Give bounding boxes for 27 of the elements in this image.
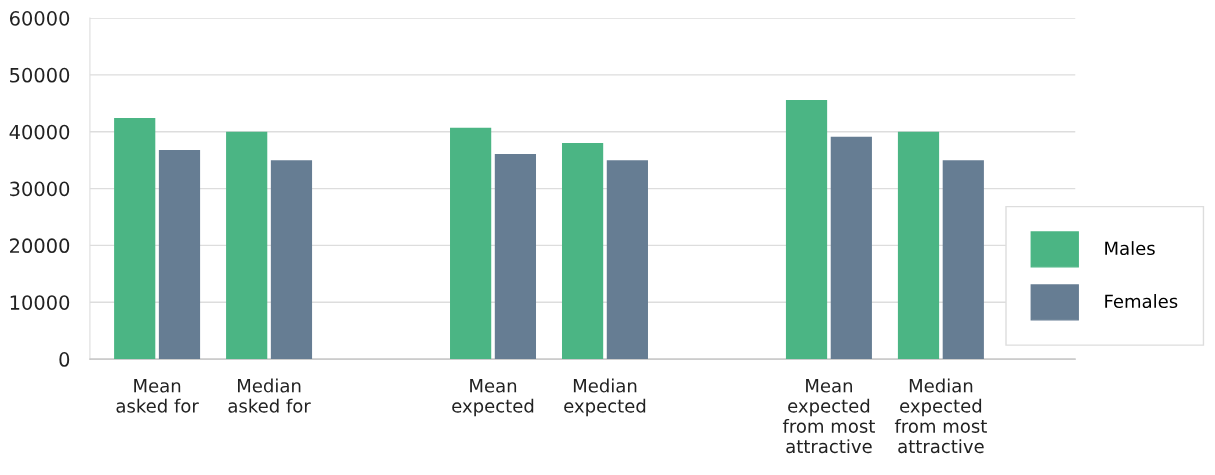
y-tick-label: 40000 [9, 124, 70, 140]
bar [606, 160, 648, 360]
x-tick-label: Mean asked for [116, 379, 199, 413]
bar [450, 127, 492, 360]
y-tick-label: 50000 [10, 67, 70, 83]
y-tick-label: 0 [59, 352, 70, 367]
y-tick-label: 60000 [9, 11, 70, 26]
x-tick-label: Mean expected from most attractive [782, 379, 875, 454]
bar [270, 160, 313, 360]
bar [785, 99, 828, 360]
bar [226, 131, 268, 360]
legend-label: Females [1105, 294, 1178, 309]
bar [830, 136, 872, 360]
x-tick-label: Median asked for [228, 378, 311, 413]
bar [158, 149, 201, 360]
y-tick-label: 30000 [10, 181, 70, 197]
x-tick-label: Median expected from most attractive [894, 378, 987, 454]
bar [561, 143, 604, 360]
legend-label: Males [1105, 241, 1155, 256]
bar [114, 118, 156, 360]
y-tick-label: 10000 [10, 295, 70, 310]
y-tick-label: 20000 [10, 238, 70, 254]
x-tick-label: Mean expected [452, 379, 534, 417]
bar [897, 131, 940, 360]
bar [942, 160, 984, 360]
bar [494, 153, 537, 360]
x-tick-label: Median expected [564, 378, 646, 417]
